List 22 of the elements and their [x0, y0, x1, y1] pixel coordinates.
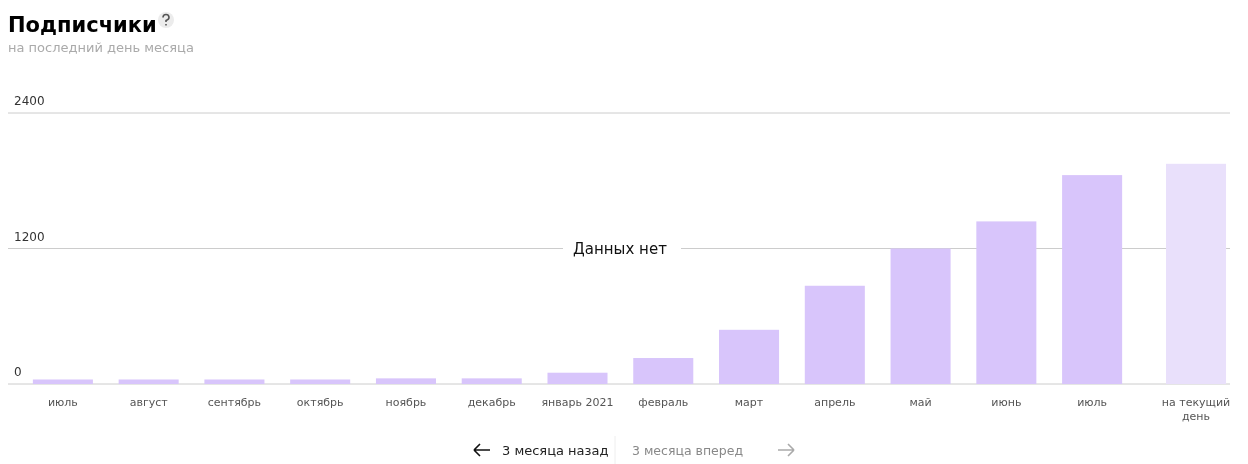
y-tick-label: 2400 [14, 94, 45, 108]
x-tick-label: август [129, 396, 169, 409]
x-tick-label: апрель [814, 396, 856, 409]
chart-subtitle: на последний день месяца [8, 40, 194, 55]
chart-title: Подписчики [8, 13, 157, 37]
x-tick-label: июль [1077, 396, 1108, 409]
x-tick-label: декабрь [467, 396, 516, 409]
x-tick-label: октябрь [296, 396, 344, 409]
x-tick-label: март [734, 396, 764, 409]
x-tick-label: сентябрь [207, 396, 262, 409]
x-tick-label: июнь [991, 396, 1022, 409]
annotation: Данных нет [573, 239, 668, 258]
x-tick-label: январь 2021 [541, 396, 614, 409]
x-tick-label: февраль [638, 396, 689, 409]
x-tick-label: июль [47, 396, 78, 409]
x-tick-label: на текущий день [1161, 396, 1231, 423]
y-tick-label: 0 [14, 365, 22, 379]
x-tick-label: ноябрь [385, 396, 427, 409]
y-tick-label: 1200 [14, 229, 45, 244]
text: 3 месяца назад [502, 443, 609, 458]
x-tick-label: май [909, 396, 932, 409]
text: 3 месяца вперед [632, 443, 744, 458]
